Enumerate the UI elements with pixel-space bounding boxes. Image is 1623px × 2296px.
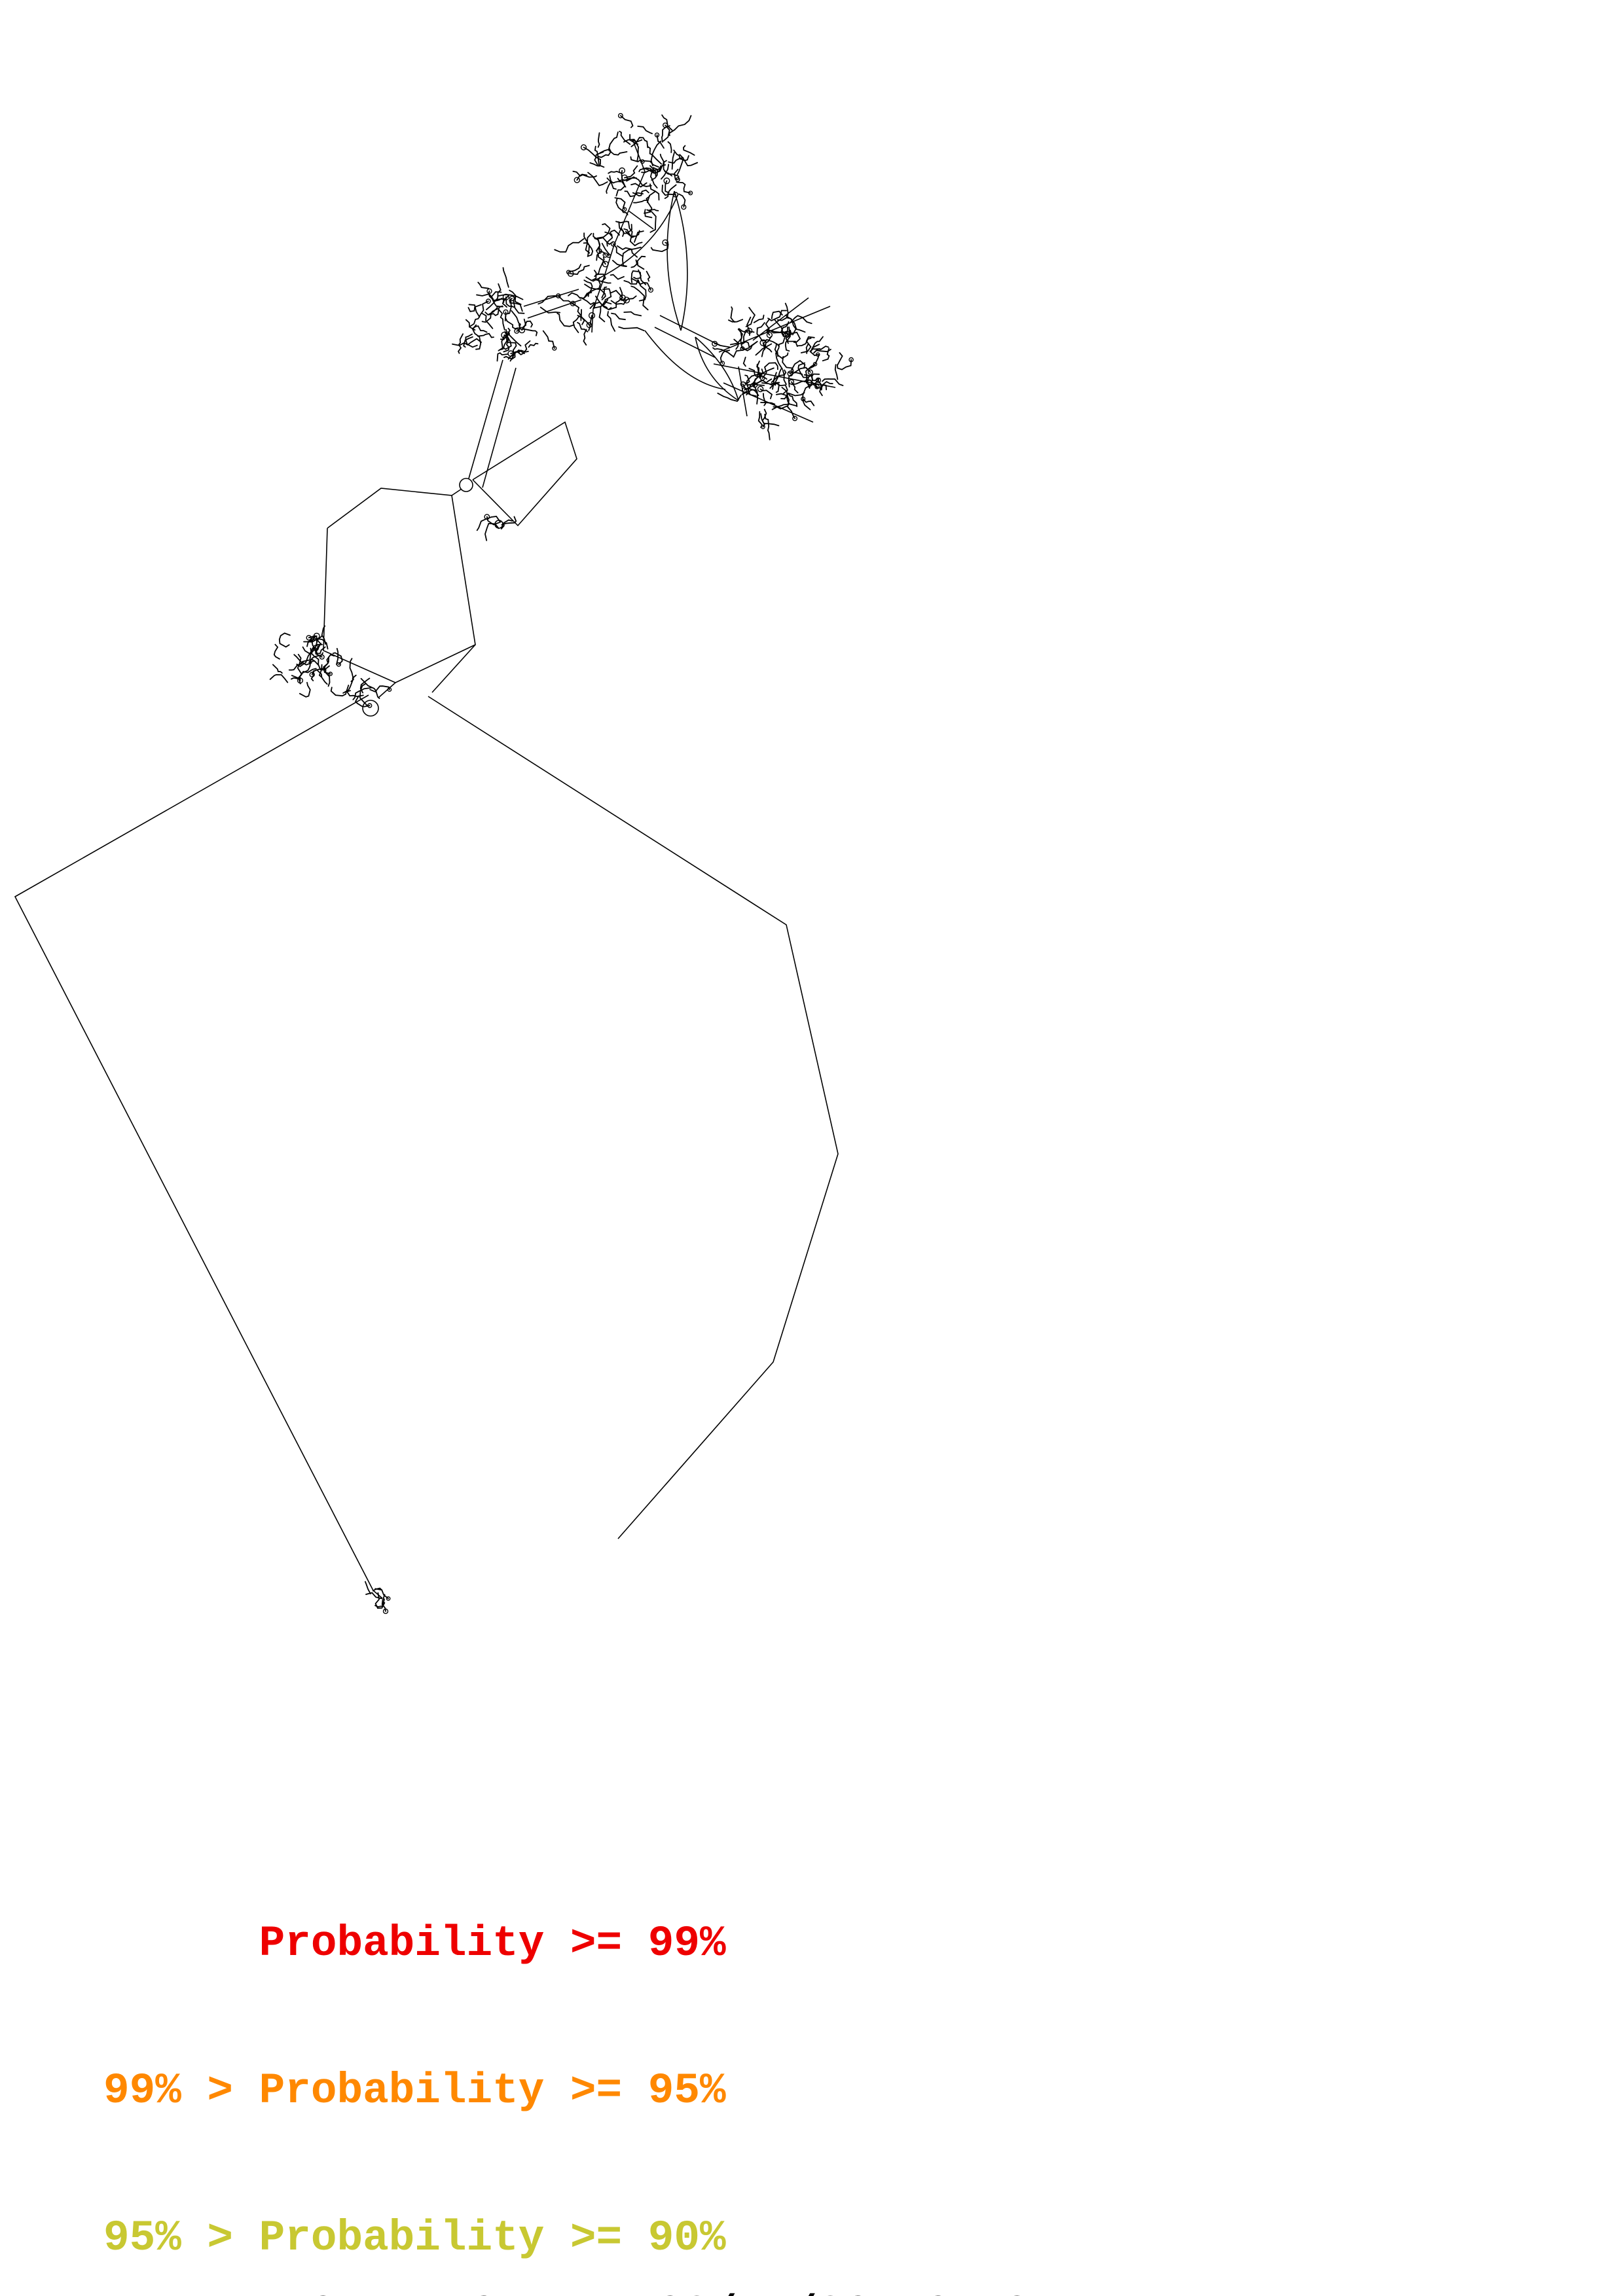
timestamp: 02/11/26 16:39:34	[657, 2289, 1111, 2296]
legend-item-95-99: 99% > Probability >= 95%	[103, 2066, 726, 2115]
legend-item-ge99: Probability >= 99%	[103, 1919, 726, 1968]
probability-legend: Probability >= 99% 99% > Probability >= …	[103, 1821, 726, 2296]
energy-line: ENERGY = −635.4 02/11/26 16:39:34	[96, 2238, 1111, 2296]
energy-readout: ENERGY = −635.4	[202, 2289, 603, 2296]
legend-item-90-95: 95% > Probability >= 90%	[103, 2214, 726, 2263]
